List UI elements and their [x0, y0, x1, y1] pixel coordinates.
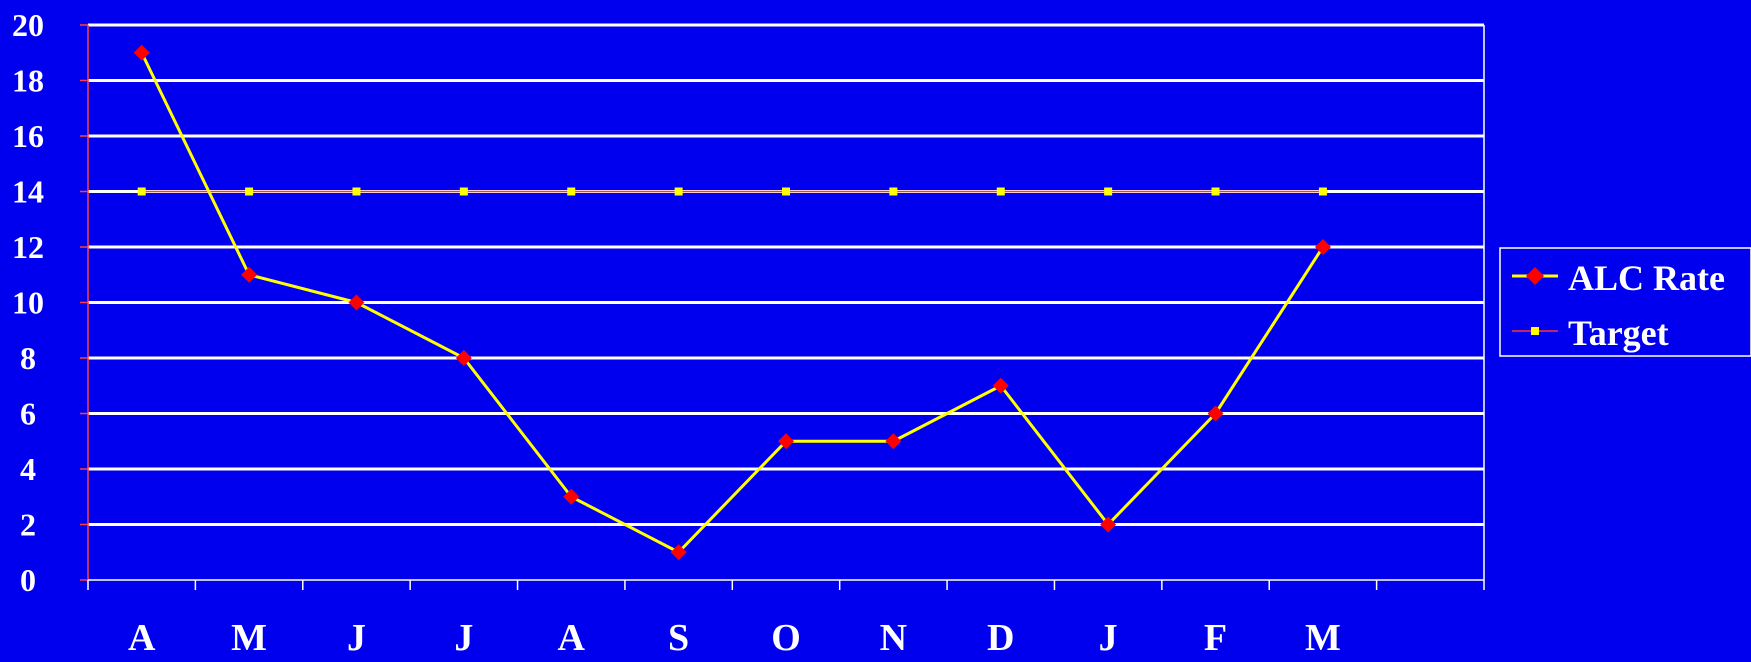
- data-point: [782, 187, 790, 196]
- y-tick-label: 20: [12, 7, 44, 43]
- y-tick-label: 16: [12, 118, 44, 154]
- legend-box: [1499, 247, 1751, 357]
- y-tick-label: 18: [12, 63, 44, 99]
- data-point: [352, 187, 361, 196]
- data-point: [778, 433, 794, 450]
- data-point: [455, 350, 472, 366]
- x-tick-label: F: [1204, 617, 1227, 657]
- data-point: [137, 187, 146, 196]
- y-axis-tick-labels: 0 2 4 6 8 10 12 14 16 18 20: [12, 7, 44, 598]
- data-point: [1314, 239, 1331, 255]
- data-point: [992, 377, 1009, 394]
- data-point: [885, 433, 902, 450]
- data-point: [889, 187, 898, 196]
- legend: ALC Rate Target: [1499, 247, 1751, 357]
- x-tick-label: J: [347, 617, 366, 657]
- series-target: [137, 187, 1327, 196]
- x-tick-label: N: [880, 617, 907, 657]
- x-tick-label: S: [668, 617, 689, 657]
- data-point: [670, 544, 687, 561]
- data-point: [1100, 516, 1117, 533]
- x-tick-label: A: [558, 617, 586, 657]
- data-point: [133, 44, 150, 61]
- series-alc-rate: [133, 44, 1331, 561]
- legend-entry-alc-rate: ALC Rate: [1512, 258, 1725, 298]
- series: [133, 44, 1331, 561]
- y-tick-label: 6: [20, 396, 36, 432]
- series-line: [140, 52, 1325, 554]
- legend-label: ALC Rate: [1568, 258, 1725, 298]
- legend-label: Target: [1568, 313, 1669, 353]
- data-point: [241, 266, 258, 283]
- data-point: [563, 488, 580, 505]
- gridlines: [88, 23, 1485, 580]
- x-tick-label: O: [771, 617, 801, 657]
- data-point: [1207, 405, 1224, 422]
- y-tick-label: 2: [20, 507, 36, 543]
- x-tick-label: M: [1305, 617, 1341, 657]
- data-point: [1211, 187, 1220, 196]
- data-point: [245, 187, 254, 196]
- data-point: [348, 294, 365, 311]
- legend-entry-target: Target: [1512, 313, 1669, 353]
- y-tick-label: 14: [12, 174, 44, 210]
- x-tick-label: M: [231, 617, 267, 657]
- legend-swatch-marker: [1526, 267, 1544, 285]
- data-point: [1318, 187, 1327, 196]
- axes: [80, 24, 1485, 590]
- y-tick-label: 10: [12, 285, 44, 321]
- data-point: [459, 187, 468, 196]
- data-point: [567, 187, 576, 196]
- legend-swatch-marker: [1531, 327, 1539, 335]
- data-point: [996, 187, 1005, 196]
- y-tick-label: 8: [20, 340, 36, 376]
- x-tick-label: J: [1099, 617, 1118, 657]
- y-tick-label: 4: [20, 451, 36, 487]
- x-tick-label: D: [987, 617, 1014, 657]
- data-point: [674, 187, 683, 196]
- y-tick-label: 12: [12, 229, 44, 265]
- y-tick-label: 0: [20, 562, 36, 598]
- x-tick-label: A: [128, 617, 156, 657]
- data-point: [1104, 187, 1113, 196]
- x-tick-label: J: [454, 617, 473, 657]
